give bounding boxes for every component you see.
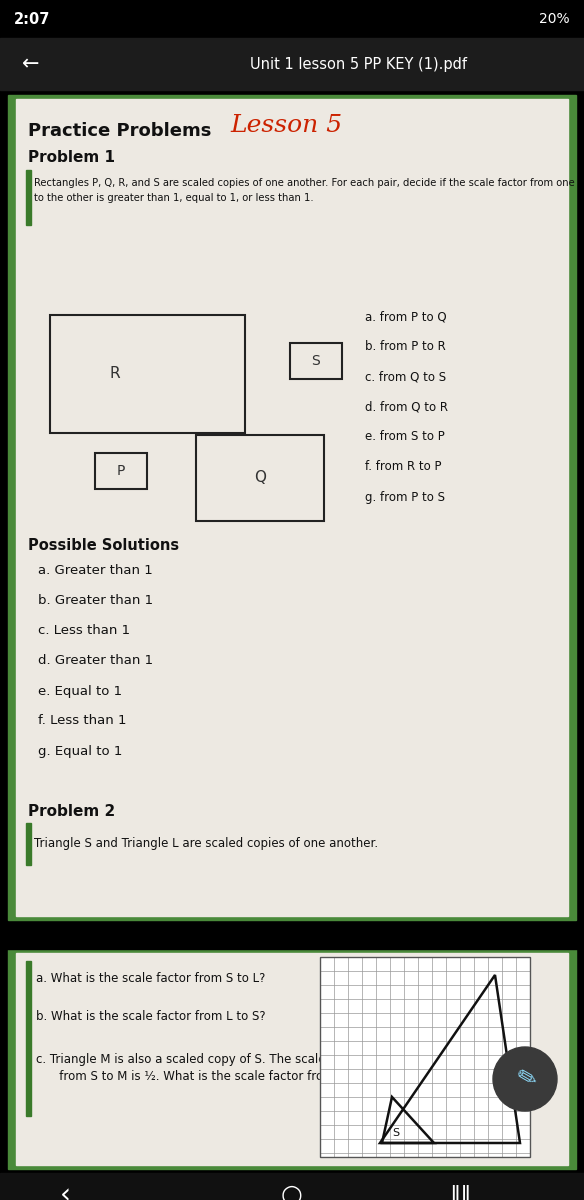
Text: from S to M is ½. What is the scale factor from M to S?: from S to M is ½. What is the scale fact…: [48, 1070, 381, 1084]
Bar: [0, 924, 584, 949]
Text: a. from P to Q: a. from P to Q: [365, 311, 447, 324]
Text: Q: Q: [254, 470, 266, 486]
Text: ‖‖: ‖‖: [449, 1184, 471, 1200]
Text: ←: ←: [22, 54, 40, 74]
Text: Triangle S and Triangle L are scaled copies of one another.: Triangle S and Triangle L are scaled cop…: [34, 836, 378, 850]
Text: b. What is the scale factor from L to S?: b. What is the scale factor from L to S?: [36, 1010, 266, 1024]
Bar: [16, 953, 568, 1165]
Text: ‹: ‹: [60, 1181, 71, 1200]
Text: Unit 1 lesson 5 PP KEY (1).pdf: Unit 1 lesson 5 PP KEY (1).pdf: [250, 56, 467, 72]
Text: g. from P to S: g. from P to S: [365, 491, 445, 504]
Text: f. from R to P: f. from R to P: [365, 461, 442, 474]
Text: ✏: ✏: [510, 1063, 540, 1094]
Text: S: S: [312, 354, 321, 368]
Bar: [95, 452, 147, 490]
Text: b. Greater than 1: b. Greater than 1: [38, 594, 153, 607]
Bar: [320, 958, 530, 1157]
Bar: [0, 1174, 584, 1200]
Text: f. Less than 1: f. Less than 1: [38, 714, 127, 727]
Text: Rectangles P, Q, R, and S are scaled copies of one another. For each pair, decid: Rectangles P, Q, R, and S are scaled cop…: [34, 178, 575, 188]
Bar: [0, 38, 584, 90]
Text: ○: ○: [281, 1183, 303, 1200]
Bar: [26, 170, 31, 226]
Bar: [8, 95, 576, 920]
Text: g. Equal to 1: g. Equal to 1: [38, 744, 123, 757]
Text: Lesson 5: Lesson 5: [230, 114, 342, 137]
Bar: [196, 434, 324, 521]
Text: d. Greater than 1: d. Greater than 1: [38, 654, 153, 667]
Text: P: P: [117, 464, 125, 478]
Text: b. from P to R: b. from P to R: [365, 341, 446, 354]
Text: Possible Solutions: Possible Solutions: [28, 538, 179, 552]
Text: c. Triangle M is also a scaled copy of S. The scale factor: c. Triangle M is also a scaled copy of S…: [36, 1052, 364, 1066]
Text: S: S: [392, 1128, 399, 1138]
Text: a. Greater than 1: a. Greater than 1: [38, 564, 153, 577]
Bar: [26, 961, 31, 1116]
Bar: [320, 958, 530, 1157]
Text: e. from S to P: e. from S to P: [365, 431, 445, 444]
Bar: [50, 314, 245, 433]
Text: c. Less than 1: c. Less than 1: [38, 624, 130, 637]
Bar: [0, 0, 584, 38]
Text: d. from Q to R: d. from Q to R: [365, 401, 448, 414]
Text: 20%: 20%: [540, 12, 570, 26]
Bar: [8, 949, 576, 1169]
Text: to the other is greater than 1, equal to 1, or less than 1.: to the other is greater than 1, equal to…: [34, 193, 314, 203]
Text: e. Equal to 1: e. Equal to 1: [38, 684, 122, 697]
Circle shape: [493, 1046, 557, 1111]
Text: Problem 2: Problem 2: [28, 804, 115, 818]
Text: 2:07: 2:07: [14, 12, 50, 26]
Text: a. What is the scale factor from S to L?: a. What is the scale factor from S to L?: [36, 972, 265, 985]
Text: Practice Problems: Practice Problems: [28, 122, 211, 140]
Text: R: R: [110, 366, 120, 382]
Bar: [290, 343, 342, 379]
Text: c. from Q to S: c. from Q to S: [365, 371, 446, 384]
Text: Problem 1: Problem 1: [28, 150, 115, 164]
Bar: [16, 98, 568, 916]
Bar: [26, 823, 31, 865]
